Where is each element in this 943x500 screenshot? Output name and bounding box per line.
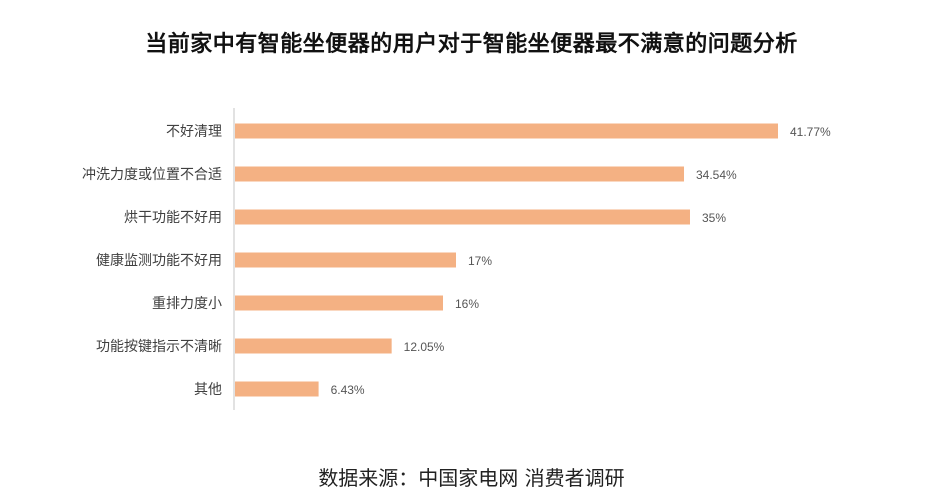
category-label: 烘干功能不好用 — [124, 210, 222, 226]
data-label: 34.54% — [696, 168, 737, 182]
bar — [235, 166, 685, 182]
category-label: 健康监测功能不好用 — [96, 252, 222, 269]
category-label: 不好清理 — [166, 124, 222, 140]
bar — [235, 381, 319, 397]
data-label: 41.77% — [790, 125, 831, 139]
category-label: 冲洗力度或位置不合适 — [82, 167, 222, 183]
category-label: 其他 — [194, 382, 222, 398]
data-label: 12.05% — [404, 340, 445, 354]
bar — [235, 209, 690, 225]
bar — [235, 123, 778, 139]
category-label: 功能按键指示不清晰 — [96, 339, 222, 355]
chart-title: 当前家中有智能坐便器的用户对于智能坐便器最不满意的问题分析 — [145, 32, 798, 57]
data-label: 16% — [455, 297, 479, 311]
data-label: 17% — [468, 254, 492, 268]
data-source-note: 数据来源：中国家电网 消费者调研 — [318, 466, 625, 490]
data-label: 35% — [702, 211, 726, 225]
data-label: 6.43% — [331, 383, 365, 397]
bar — [235, 295, 443, 311]
category-label: 重排力度小 — [152, 296, 222, 312]
bar — [235, 338, 392, 354]
bar — [235, 252, 456, 268]
